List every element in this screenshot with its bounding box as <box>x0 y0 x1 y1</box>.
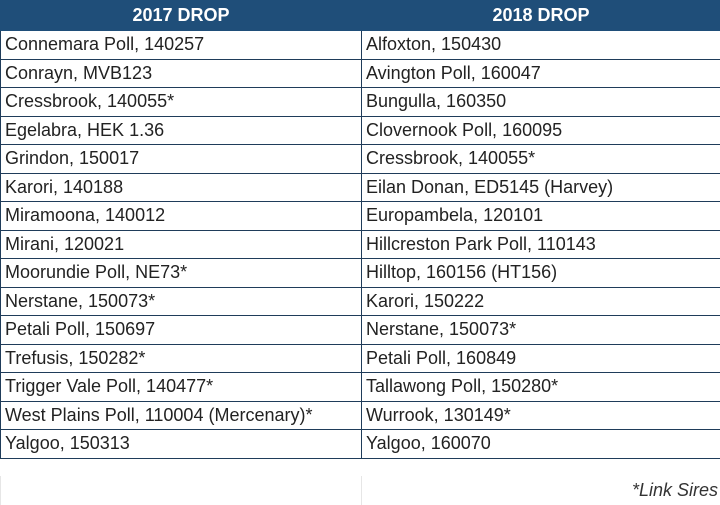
table-row: Nerstane, 150073* Karori, 150222 <box>0 286 720 316</box>
sire-drop-table: 2017 DROP 2018 DROP Connemara Poll, 1402… <box>0 0 720 459</box>
cell-2017-drop: Conrayn, MVB123 <box>0 58 362 88</box>
table-row: Grindon, 150017 Cressbrook, 140055* <box>0 144 720 174</box>
empty-trailing-row <box>0 476 720 505</box>
cell-2017-drop: Mirani, 120021 <box>0 229 362 259</box>
table-row: Trigger Vale Poll, 140477* Tallawong Poll… <box>0 372 720 402</box>
header-2018-drop: 2018 DROP <box>361 0 720 31</box>
cell-2018-drop: Yalgoo, 160070 <box>361 429 720 459</box>
cell-2018-drop: Clovernook Poll, 160095 <box>361 115 720 145</box>
table-row: Trefusis, 150282* Petali Poll, 160849 <box>0 343 720 373</box>
table-row: Karori, 140188 Eilan Donan, ED5145 (Harve… <box>0 172 720 202</box>
cell-2018-drop: Hillcreston Park Poll, 110143 <box>361 229 720 259</box>
cell-2017-drop: Connemara Poll, 140257 <box>0 30 362 60</box>
cell-2017-drop: Petali Poll, 150697 <box>0 315 362 345</box>
cell-2017-drop: Moorundie Poll, NE73* <box>0 258 362 288</box>
cell-2017-drop: West Plains Poll, 110004 (Mercenary)* <box>0 400 362 430</box>
cell-2017-drop: Trefusis, 150282* <box>0 343 362 373</box>
cell-2017-drop: Egelabra, HEK 1.36 <box>0 115 362 145</box>
table-row: Mirani, 120021 Hillcreston Park Poll, 110… <box>0 229 720 259</box>
table-row: West Plains Poll, 110004 (Mercenary)* Wur… <box>0 400 720 430</box>
cell-2018-drop: Hilltop, 160156 (HT156) <box>361 258 720 288</box>
table-row: Egelabra, HEK 1.36 Clovernook Poll, 16009… <box>0 115 720 145</box>
table-row: Conrayn, MVB123 Avington Poll, 160047 <box>0 58 720 88</box>
cell-2018-drop: Nerstane, 150073* <box>361 315 720 345</box>
cell-2018-drop: Bungulla, 160350 <box>361 87 720 117</box>
table-row: Yalgoo, 150313 Yalgoo, 160070 <box>0 429 720 459</box>
cell-2018-drop: Petali Poll, 160849 <box>361 343 720 373</box>
header-row: 2017 DROP 2018 DROP <box>0 0 720 31</box>
cell-2017-drop: Miramoona, 140012 <box>0 201 362 231</box>
cell-2018-drop: Karori, 150222 <box>361 286 720 316</box>
cell-2017-drop: Trigger Vale Poll, 140477* <box>0 372 362 402</box>
table-row: Moorundie Poll, NE73* Hilltop, 160156 (HT… <box>0 258 720 288</box>
header-2017-drop: 2017 DROP <box>0 0 362 31</box>
table-row: Petali Poll, 150697 Nerstane, 150073* <box>0 315 720 345</box>
cell-2017-drop: Nerstane, 150073* <box>0 286 362 316</box>
cell-2017-drop: Karori, 140188 <box>0 172 362 202</box>
table-body: Connemara Poll, 140257 Alfoxton, 150430 Co… <box>0 30 720 459</box>
cell-2018-drop: Europambela, 120101 <box>361 201 720 231</box>
cell-2018-drop: Tallawong Poll, 150280* <box>361 372 720 402</box>
cell-2017-drop: Cressbrook, 140055* <box>0 87 362 117</box>
cell-2017-drop: Yalgoo, 150313 <box>0 429 362 459</box>
cell-2018-drop: Cressbrook, 140055* <box>361 144 720 174</box>
table-row: Miramoona, 140012 Europambela, 120101 <box>0 201 720 231</box>
cell-2018-drop: Eilan Donan, ED5145 (Harvey) <box>361 172 720 202</box>
table-row: Connemara Poll, 140257 Alfoxton, 150430 <box>0 30 720 60</box>
table-row: Cressbrook, 140055* Bungulla, 160350 <box>0 87 720 117</box>
footnote-link-sires: *Link Sires <box>631 480 718 500</box>
cell-2018-drop: Wurrook, 130149* <box>361 400 720 430</box>
cell-2018-drop: Alfoxton, 150430 <box>361 30 720 60</box>
cell-2018-drop: Avington Poll, 160047 <box>361 58 720 88</box>
cell-2017-drop: Grindon, 150017 <box>0 144 362 174</box>
